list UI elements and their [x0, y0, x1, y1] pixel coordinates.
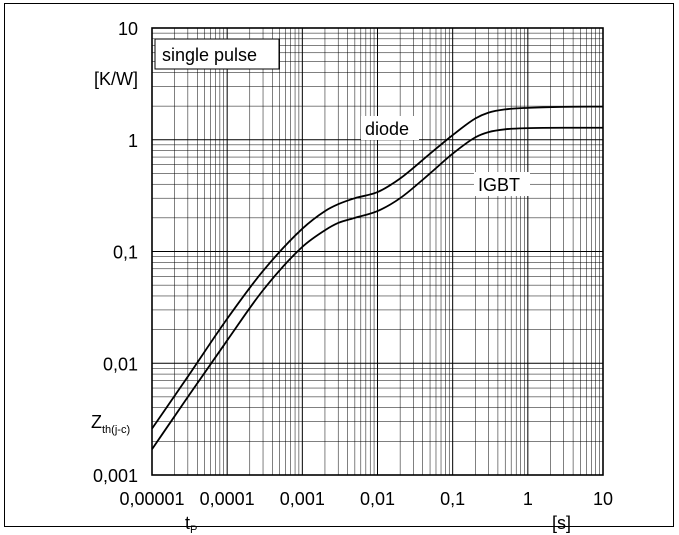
- x-axis-label-sub: P: [190, 524, 197, 535]
- y-axis-label: Zth(j-c): [91, 412, 130, 436]
- y-tick-label: 0,001: [93, 466, 138, 486]
- x-axis-unit: [s]: [552, 513, 571, 533]
- x-tick-label: 0,00001: [119, 489, 184, 509]
- x-axis-label-main: t: [185, 513, 190, 533]
- y-unit-bg: [89, 66, 149, 90]
- x-tick-label: 10: [593, 489, 613, 509]
- series-line-diode: [151, 105, 604, 430]
- series-label-igbt: IGBT: [478, 175, 520, 195]
- x-tick-label: 0,1: [440, 489, 465, 509]
- y-axis-label-sub: th(j-c): [102, 424, 130, 436]
- series-line-igbt: [151, 126, 603, 450]
- plot-border: [151, 27, 604, 476]
- x-tick-label: 1: [523, 489, 533, 509]
- y-tick-label: 10: [118, 19, 138, 39]
- diode-label-bg: [361, 116, 419, 140]
- y-axis-unit: [K/W]: [94, 69, 138, 89]
- thermal-impedance-chart: 0,00001 0,0001 0,001 0,01 0,1 1 10 10 1 0,1 0,01 0…: [89, 19, 613, 535]
- series-label-diode: diode: [365, 119, 409, 139]
- y-label-bg: [89, 408, 151, 438]
- annotation-box: [154, 38, 280, 70]
- x-axis-label: tP: [185, 513, 197, 535]
- igbt-label-bg: [474, 172, 530, 196]
- y-tick-label: 0,01: [103, 354, 138, 374]
- x-tick-label: 0,0001: [200, 489, 255, 509]
- annotation-label: single pulse: [162, 45, 257, 65]
- y-tick-label: 0,1: [113, 243, 138, 263]
- y-tick-label: 1: [128, 131, 138, 151]
- y-axis-label-main: Z: [91, 412, 102, 432]
- x-tick-label: 0,01: [360, 489, 395, 509]
- chart-frame: 0,00001 0,0001 0,001 0,01 0,1 1 10 10 1 0,1 0,01 0…: [4, 3, 674, 535]
- x-tick-label: 0,001: [280, 489, 325, 509]
